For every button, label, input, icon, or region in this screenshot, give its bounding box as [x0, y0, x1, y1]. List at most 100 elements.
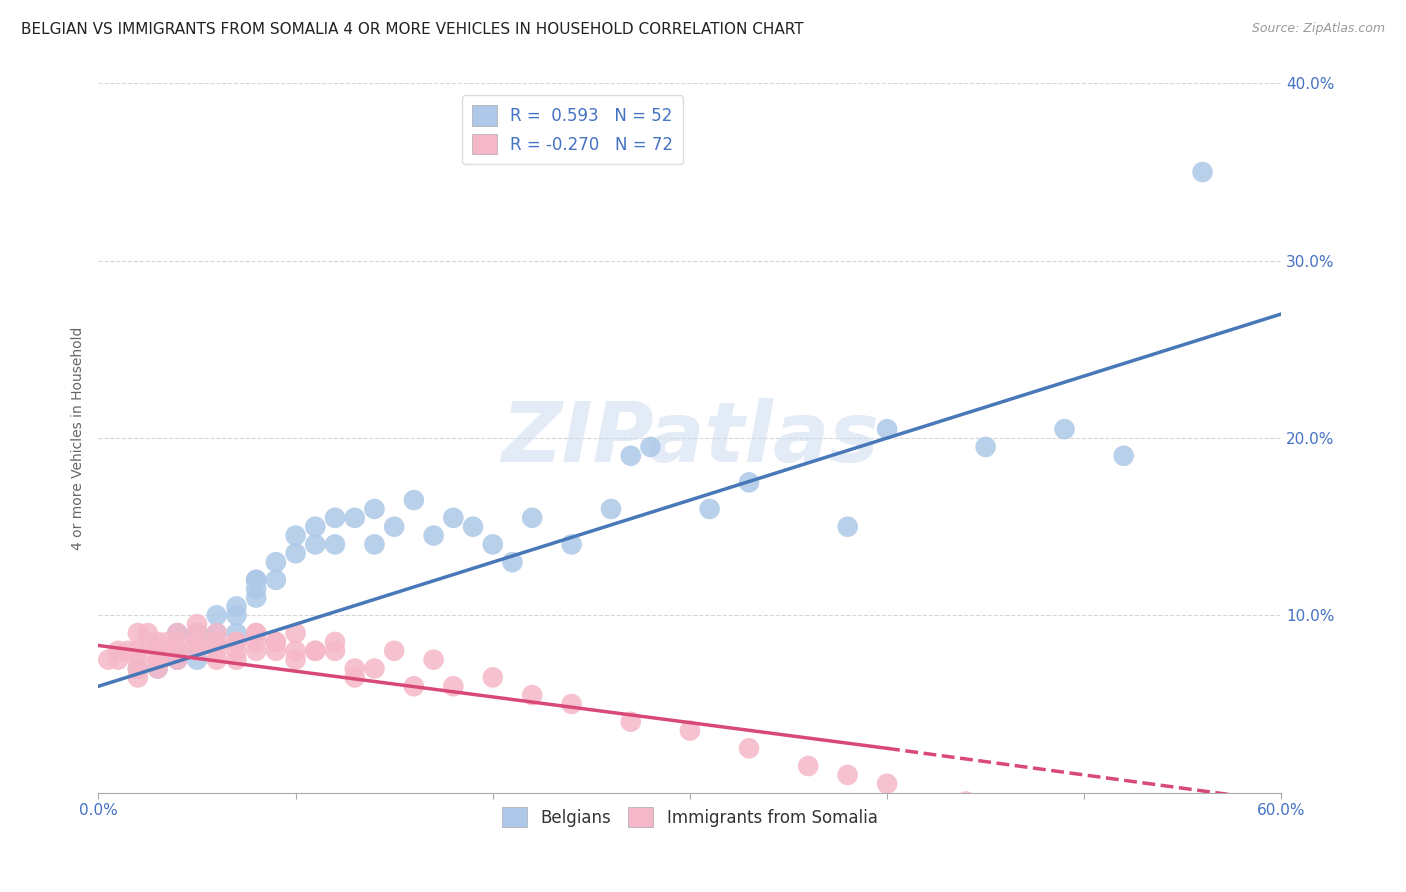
Point: [205, 653, 228, 667]
Point: [304, 519, 326, 533]
Point: [186, 635, 208, 649]
Point: [166, 626, 188, 640]
Point: [323, 537, 346, 551]
Point: [323, 644, 346, 658]
Point: [738, 475, 761, 490]
Point: [284, 653, 307, 667]
Point: [620, 449, 643, 463]
Point: [245, 635, 267, 649]
Point: [245, 573, 267, 587]
Point: [323, 635, 346, 649]
Point: [186, 626, 208, 640]
Point: [205, 635, 228, 649]
Point: [225, 626, 247, 640]
Point: [264, 635, 287, 649]
Point: [343, 670, 366, 684]
Point: [136, 635, 159, 649]
Point: [127, 670, 149, 684]
Point: [561, 697, 583, 711]
Point: [186, 644, 208, 658]
Point: [422, 528, 444, 542]
Point: [264, 635, 287, 649]
Point: [382, 644, 405, 658]
Point: [284, 546, 307, 560]
Point: [797, 759, 820, 773]
Point: [600, 502, 623, 516]
Point: [304, 644, 326, 658]
Point: [422, 653, 444, 667]
Point: [127, 644, 149, 658]
Point: [522, 511, 544, 525]
Point: [382, 519, 405, 533]
Text: BELGIAN VS IMMIGRANTS FROM SOMALIA 4 OR MORE VEHICLES IN HOUSEHOLD CORRELATION C: BELGIAN VS IMMIGRANTS FROM SOMALIA 4 OR …: [21, 22, 804, 37]
Point: [1191, 165, 1213, 179]
Point: [955, 795, 977, 809]
Point: [441, 679, 464, 693]
Point: [620, 714, 643, 729]
Point: [974, 440, 997, 454]
Point: [363, 502, 385, 516]
Point: [107, 653, 129, 667]
Point: [679, 723, 702, 738]
Point: [186, 644, 208, 658]
Point: [304, 644, 326, 658]
Point: [225, 635, 247, 649]
Point: [481, 670, 503, 684]
Point: [186, 617, 208, 632]
Point: [117, 644, 139, 658]
Point: [837, 519, 859, 533]
Point: [166, 644, 188, 658]
Point: [146, 661, 169, 675]
Point: [245, 626, 267, 640]
Point: [186, 626, 208, 640]
Point: [245, 573, 267, 587]
Point: [837, 768, 859, 782]
Point: [323, 511, 346, 525]
Point: [146, 635, 169, 649]
Point: [205, 608, 228, 623]
Point: [264, 573, 287, 587]
Point: [146, 653, 169, 667]
Point: [343, 511, 366, 525]
Point: [284, 528, 307, 542]
Point: [205, 626, 228, 640]
Point: [876, 422, 898, 436]
Point: [146, 644, 169, 658]
Point: [699, 502, 721, 516]
Point: [205, 626, 228, 640]
Point: [402, 679, 425, 693]
Point: [146, 644, 169, 658]
Point: [186, 626, 208, 640]
Point: [127, 653, 149, 667]
Point: [146, 653, 169, 667]
Point: [136, 626, 159, 640]
Point: [97, 653, 120, 667]
Point: [245, 644, 267, 658]
Point: [186, 635, 208, 649]
Point: [205, 635, 228, 649]
Point: [156, 635, 179, 649]
Point: [284, 644, 307, 658]
Point: [1053, 422, 1076, 436]
Point: [166, 644, 188, 658]
Point: [146, 653, 169, 667]
Point: [461, 519, 484, 533]
Point: [264, 555, 287, 569]
Y-axis label: 4 or more Vehicles in Household: 4 or more Vehicles in Household: [72, 326, 86, 549]
Point: [205, 644, 228, 658]
Point: [166, 626, 188, 640]
Point: [225, 608, 247, 623]
Point: [146, 644, 169, 658]
Point: [225, 635, 247, 649]
Point: [127, 661, 149, 675]
Legend: Belgians, Immigrants from Somalia: Belgians, Immigrants from Somalia: [496, 800, 884, 834]
Point: [245, 626, 267, 640]
Point: [402, 493, 425, 508]
Point: [127, 661, 149, 675]
Point: [225, 644, 247, 658]
Point: [166, 644, 188, 658]
Point: [245, 591, 267, 605]
Point: [186, 635, 208, 649]
Point: [186, 635, 208, 649]
Point: [522, 688, 544, 702]
